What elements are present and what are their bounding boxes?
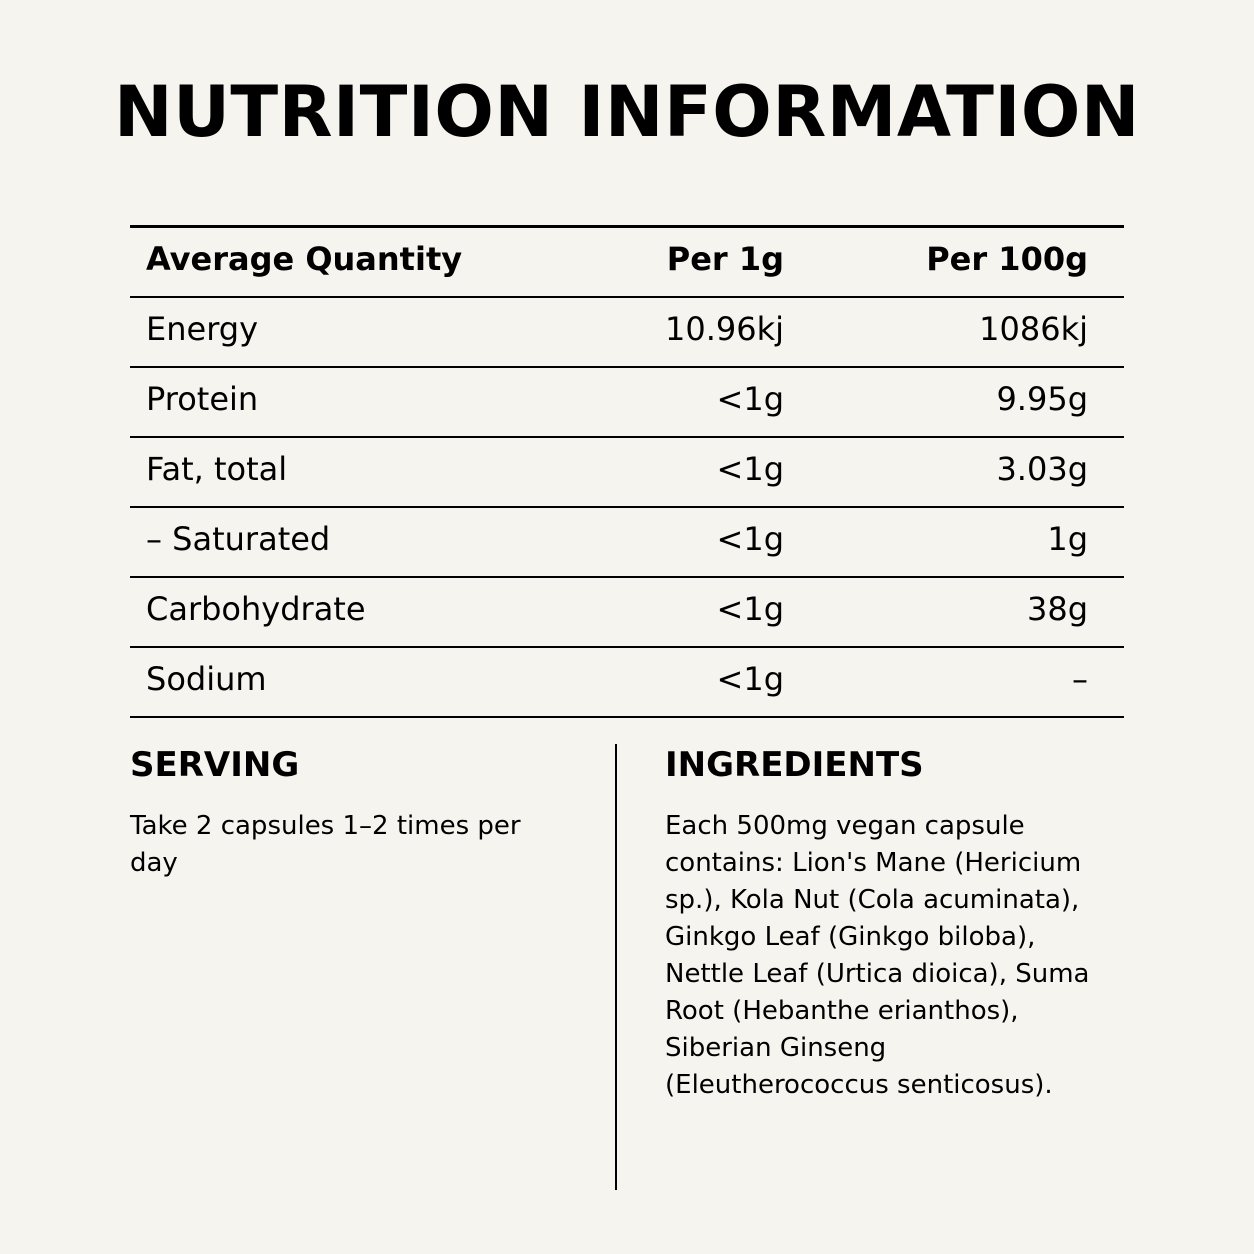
ingredients-section: INGREDIENTS Each 500mg vegan capsule con… <box>665 744 1115 1104</box>
header-row: Average Quantity Per 1g Per 100g <box>130 226 1124 297</box>
table-row: Energy 10.96kj 1086kj <box>130 297 1124 367</box>
section-heading: INGREDIENTS <box>665 745 924 785</box>
section-heading: SERVING <box>130 745 300 785</box>
column-header: Per 1g <box>666 240 784 278</box>
nutrient-value: <1g <box>716 659 784 698</box>
nutrient-value: – <box>1072 659 1088 698</box>
table-row: Sodium <1g – <box>130 647 1124 717</box>
table-row: Fat, total <1g 3.03g <box>130 437 1124 507</box>
nutrient-value: 9.95g <box>996 379 1088 418</box>
nutrient-name: – Saturated <box>146 519 331 558</box>
nutrient-name: Fat, total <box>146 449 288 488</box>
section-text: Each 500mg vegan capsule contains: Lion'… <box>665 811 1090 1100</box>
serving-section: SERVING Take 2 capsules 1–2 times per da… <box>130 744 550 882</box>
divider <box>615 744 617 1190</box>
table-row: Carbohydrate <1g 38g <box>130 577 1124 647</box>
nutrient-value: <1g <box>716 589 784 628</box>
table-row: – Saturated <1g 1g <box>130 507 1124 577</box>
nutrient-value: 1086kj <box>979 309 1088 348</box>
title: NUTRITION INFORMATION <box>113 71 1140 153</box>
nutrient-value: <1g <box>716 379 784 418</box>
nutrient-name: Protein <box>146 379 259 418</box>
nutrient-name: Energy <box>146 309 259 348</box>
nutrient-value: <1g <box>716 449 784 488</box>
nutrient-value: 10.96kj <box>664 309 784 348</box>
nutrient-value: <1g <box>716 519 784 558</box>
nutrient-name: Carbohydrate <box>146 589 366 628</box>
column-header: Per 100g <box>926 240 1088 278</box>
nutrient-value: 38g <box>1026 589 1088 628</box>
section-text: Take 2 capsules 1–2 times per day <box>130 811 521 878</box>
table-row: Protein <1g 9.95g <box>130 367 1124 437</box>
nutrition-table: Average Quantity Per 1g Per 100g Energy 1… <box>130 225 1124 718</box>
nutrient-value: 1g <box>1047 519 1088 558</box>
nutrient-name: Sodium <box>146 659 267 698</box>
column-header: Average Quantity <box>146 240 463 278</box>
nutrient-value: 3.03g <box>996 449 1088 488</box>
